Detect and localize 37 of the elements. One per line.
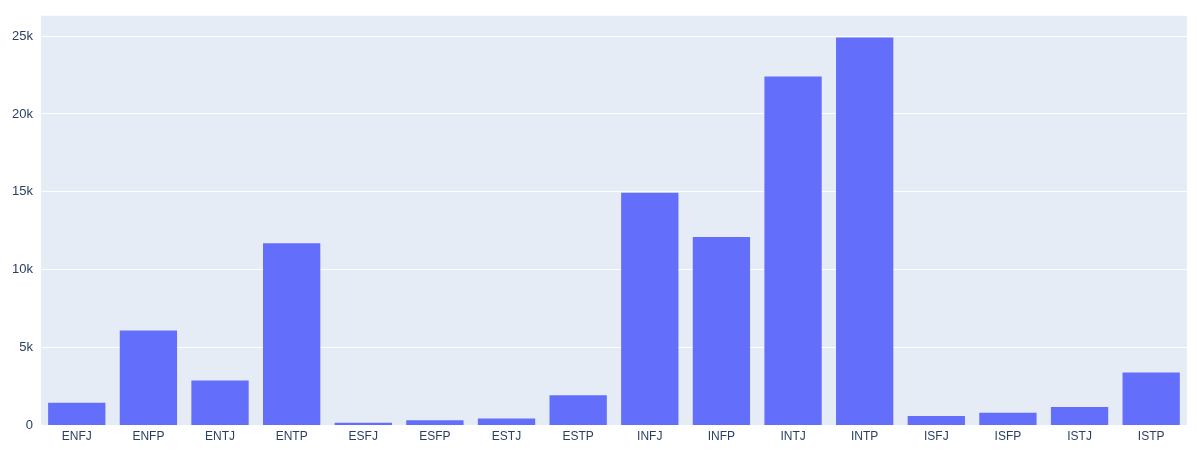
bar xyxy=(406,420,464,426)
bar xyxy=(1122,372,1180,426)
x-tick-label: ESFJ xyxy=(348,429,378,444)
x-tick-label: ESTJ xyxy=(491,429,522,444)
x-tick-label: ISTJ xyxy=(1067,429,1092,444)
bar xyxy=(692,237,751,426)
bar xyxy=(549,395,607,426)
x-tick-label: INFJ xyxy=(637,429,663,444)
x-tick-label: ENFP xyxy=(132,429,165,444)
x-tick-label: ENFJ xyxy=(61,429,92,444)
x-tick-label: ISTP xyxy=(1137,429,1165,444)
bar xyxy=(836,37,894,426)
x-tick-label: ENTP xyxy=(275,429,308,444)
y-tick-label: 10k xyxy=(11,261,34,277)
bar xyxy=(764,76,822,426)
x-tick-label: INTP xyxy=(851,429,879,444)
y-tick-label: 5k xyxy=(19,339,34,355)
x-tick-label: ESFP xyxy=(419,429,451,444)
bar xyxy=(907,415,965,426)
bar xyxy=(477,418,536,426)
bar xyxy=(119,330,178,426)
bar xyxy=(979,412,1037,426)
y-tick-label: 0 xyxy=(25,417,33,433)
bar xyxy=(621,192,679,426)
x-tick-label: ENTJ xyxy=(205,429,236,444)
bar xyxy=(48,402,106,426)
bar xyxy=(1050,406,1109,426)
bar xyxy=(263,243,321,426)
x-tick-label: ISFP xyxy=(994,429,1022,444)
x-tick-label: ISFJ xyxy=(923,429,949,444)
x-tick-label: ESTP xyxy=(562,429,594,444)
x-tick-label: INTJ xyxy=(780,429,806,444)
y-tick-label: 20k xyxy=(11,105,34,121)
x-tick-label: INFP xyxy=(707,429,736,444)
y-tick-label: 15k xyxy=(11,183,34,199)
bar xyxy=(191,380,249,426)
y-tick-label: 25k xyxy=(11,27,34,43)
